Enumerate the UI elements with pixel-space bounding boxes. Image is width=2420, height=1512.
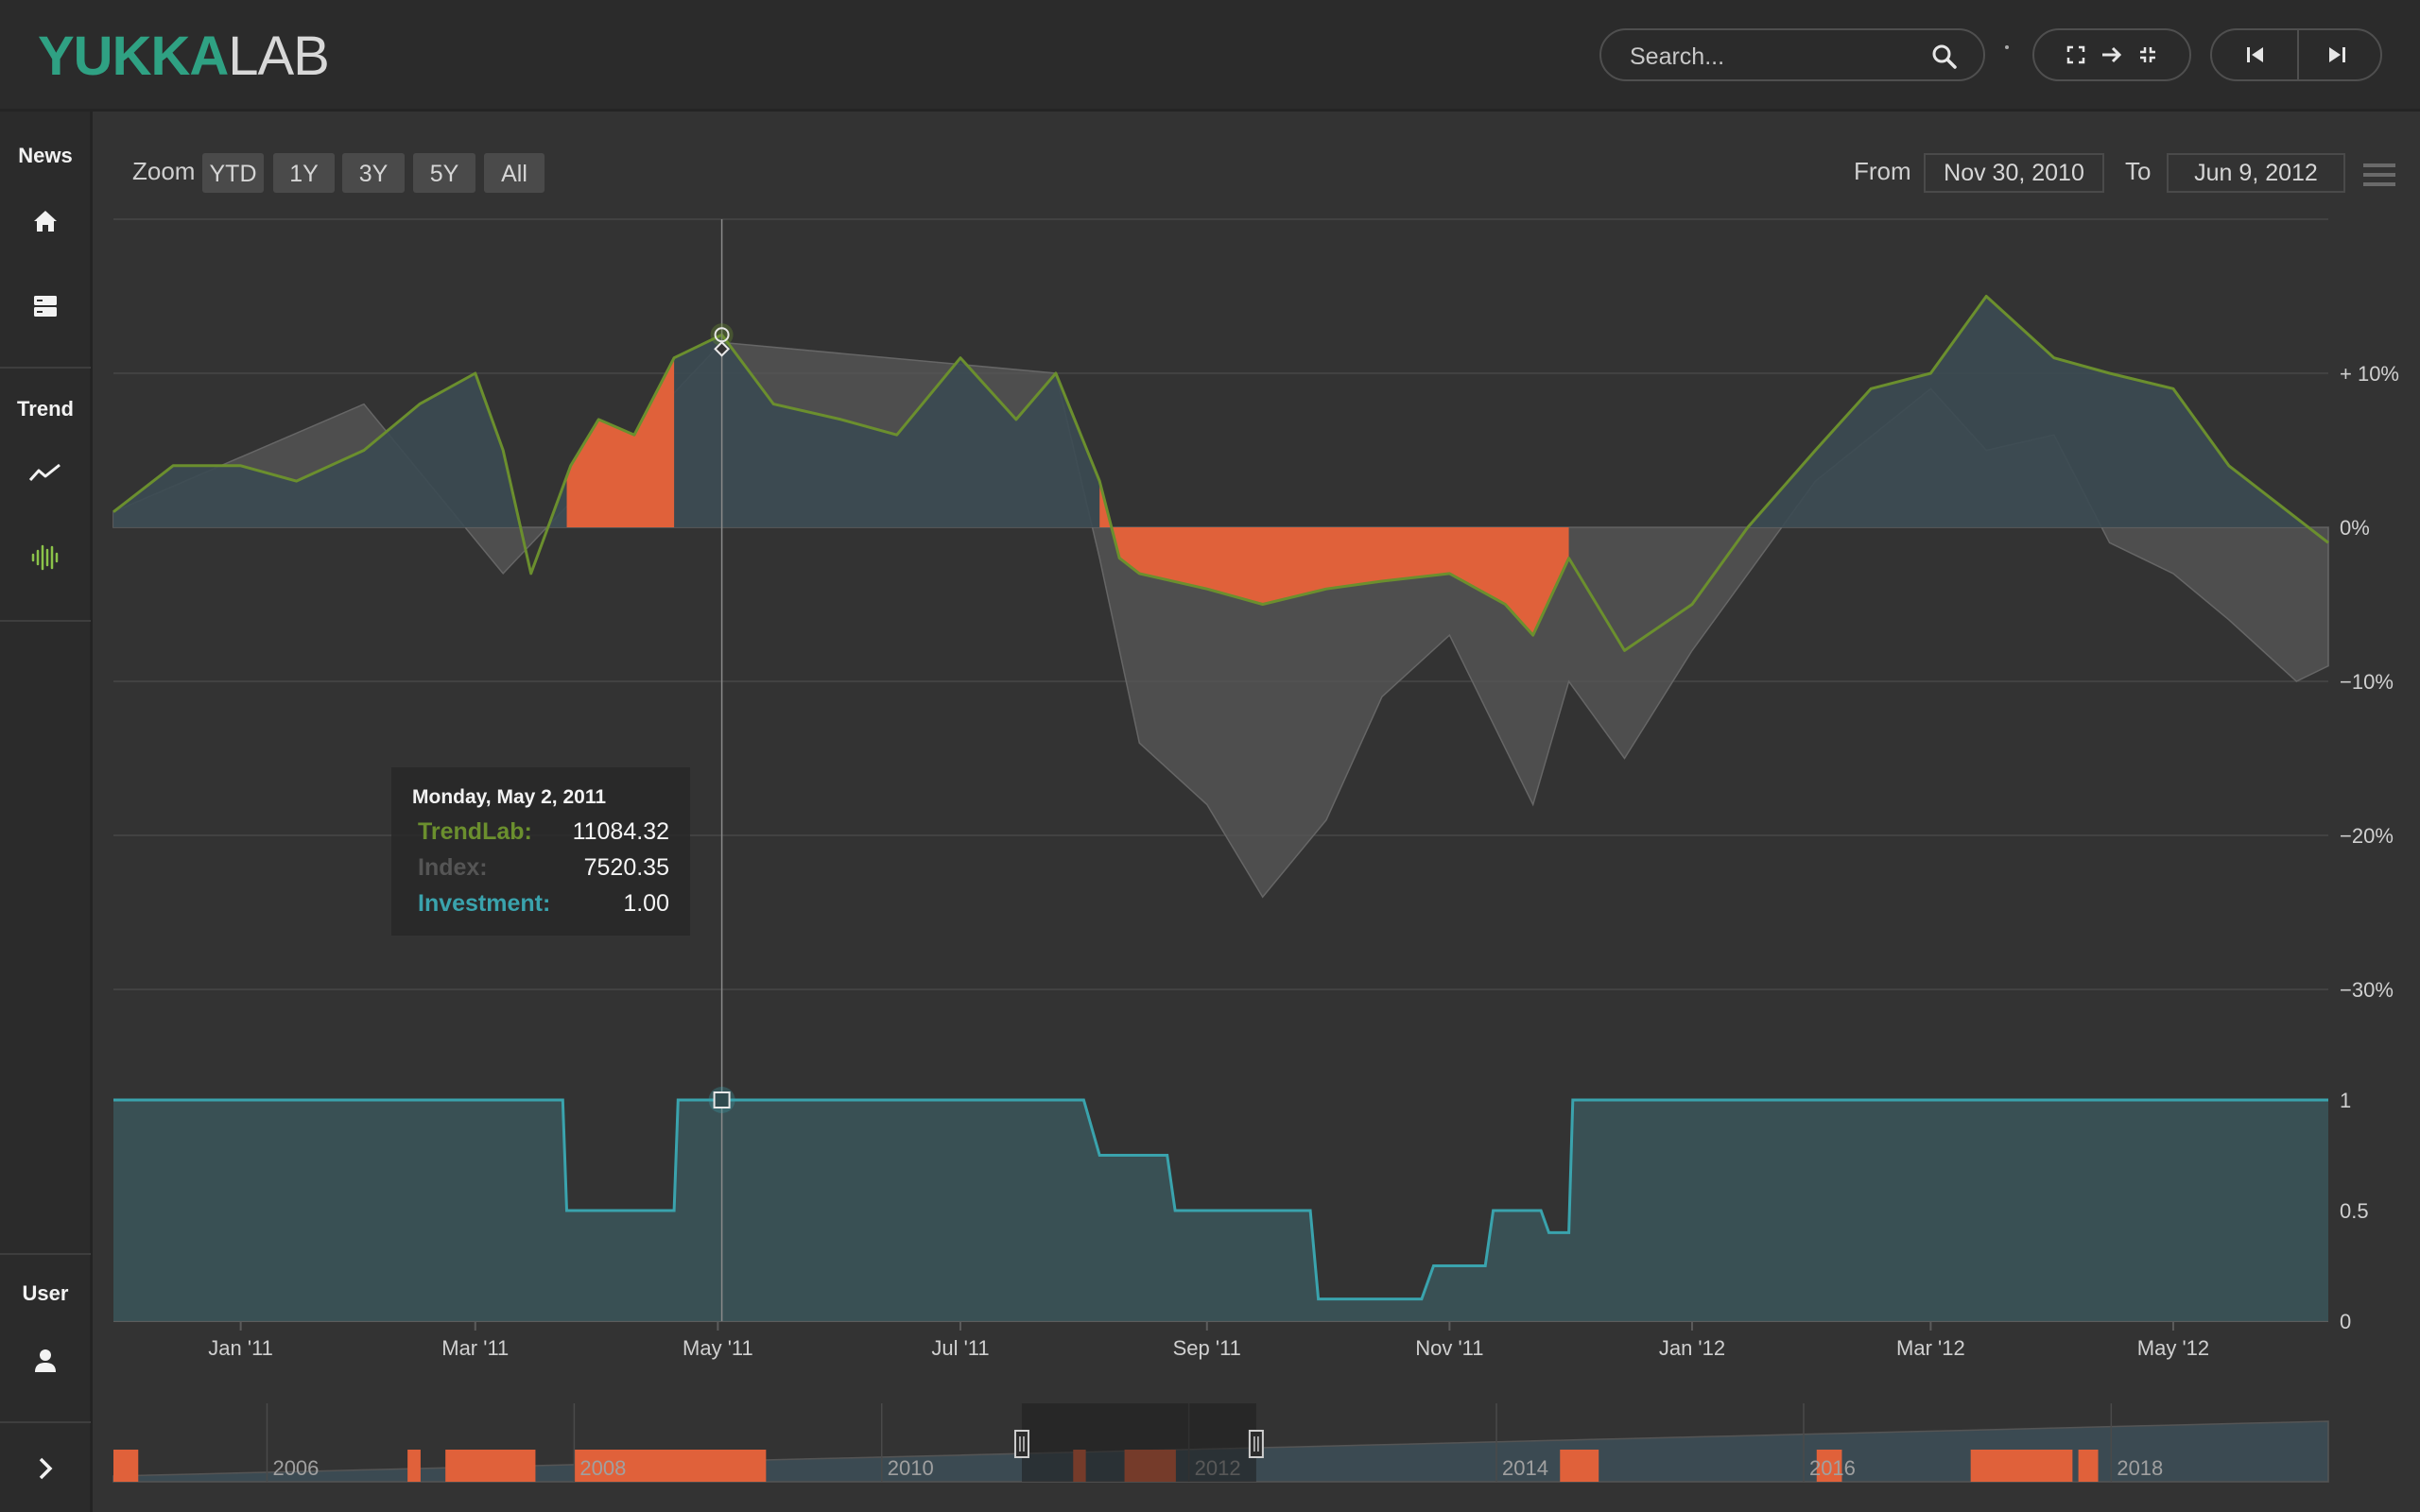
- zoom-1y-button[interactable]: 1Y: [273, 153, 335, 193]
- x-axis-label: Jan '11: [208, 1336, 273, 1360]
- navigator-year-label: 2018: [2117, 1456, 2163, 1480]
- server-icon[interactable]: [26, 287, 64, 325]
- tooltip-label: Index:: [418, 854, 488, 881]
- upper-axis-label: −30%: [2340, 978, 2394, 1002]
- tooltip-label: TrendLab:: [418, 818, 532, 845]
- lower-axis-label: 0.5: [2340, 1199, 2369, 1223]
- logo[interactable]: YUKKALAB: [38, 26, 330, 87]
- chart-tooltip: Monday, May 2, 2011 TrendLab: 11084.32 I…: [391, 767, 690, 936]
- navigator-drawdown: [407, 1450, 421, 1482]
- zoom-3y-button[interactable]: 3Y: [342, 153, 405, 193]
- sidebar-heading-trend: Trend: [17, 397, 74, 421]
- navigator-drawdown: [113, 1450, 139, 1482]
- x-axis-label: Nov '11: [1415, 1336, 1483, 1360]
- from-label: From: [1854, 157, 1911, 185]
- navigator-handle-body: [1013, 1430, 1029, 1458]
- x-axis-label: Jan '12: [1659, 1336, 1725, 1360]
- fullscreen-icon[interactable]: [2063, 42, 2089, 68]
- sidebar: News Trend User: [0, 112, 93, 1512]
- chart-menu-icon[interactable]: [2363, 161, 2395, 189]
- playback-separator: [2297, 30, 2299, 79]
- navigator-handle-body: [1248, 1430, 1264, 1458]
- sidebar-divider: [0, 620, 91, 622]
- x-axis-label: Sep '11: [1173, 1336, 1241, 1360]
- index-marker: [714, 340, 731, 357]
- x-axis-label: May '12: [2137, 1336, 2209, 1360]
- navigator-year-label: 2008: [579, 1456, 626, 1480]
- drawdown-area: [1099, 481, 1569, 636]
- sidebar-divider: [0, 1253, 91, 1255]
- upper-axis-label: −20%: [2340, 824, 2394, 848]
- skip-forward-icon[interactable]: [2324, 42, 2350, 68]
- tooltip-value: 11084.32: [572, 818, 669, 845]
- navigator-year-label: 2016: [1809, 1456, 1856, 1480]
- lower-axis-label: 0: [2340, 1310, 2351, 1333]
- navigator-drawdown: [574, 1450, 767, 1482]
- tooltip-date: Monday, May 2, 2011: [412, 786, 607, 808]
- trendlab-series-line: [112, 295, 2329, 652]
- zoom-all-button[interactable]: All: [484, 153, 544, 193]
- sidebar-heading-news: News: [18, 144, 73, 167]
- investment-marker: [713, 1091, 731, 1108]
- navigator-year-label: 2014: [1502, 1456, 1548, 1480]
- drawdown-area: [566, 357, 675, 527]
- home-icon[interactable]: [26, 202, 64, 240]
- tooltip-value: 1.00: [623, 890, 669, 917]
- x-axis-label: Jul '11: [931, 1336, 989, 1360]
- navigator-drawdown: [445, 1450, 536, 1482]
- navigator-drawdown: [1560, 1450, 1599, 1482]
- investment-series-line: [113, 1098, 2328, 1301]
- zoom-5y-button[interactable]: 5Y: [413, 153, 475, 193]
- search-box: [1599, 28, 1985, 81]
- upper-axis-label: 0%: [2340, 516, 2370, 540]
- to-date-input[interactable]: Jun 9, 2012: [2167, 153, 2345, 193]
- lower-axis-label: 1: [2340, 1089, 2351, 1112]
- sidebar-divider: [0, 1421, 91, 1423]
- logo-part-1: YUKKA: [38, 26, 229, 87]
- navigator-drawdown: [1970, 1450, 2073, 1482]
- x-axis-label: Mar '12: [1896, 1336, 1965, 1360]
- separator-dot: [2005, 45, 2009, 49]
- user-icon[interactable]: [26, 1342, 64, 1380]
- tooltip-row-investment: Investment: 1.00: [412, 890, 669, 926]
- tooltip-value: 7520.35: [583, 854, 669, 881]
- chevron-right-icon[interactable]: [26, 1450, 64, 1487]
- x-axis-label: Mar '11: [441, 1336, 509, 1360]
- zoom-label: Zoom: [132, 157, 196, 185]
- navigator-selection: [1021, 1403, 1256, 1482]
- trend-line-icon[interactable]: [26, 454, 64, 491]
- view-controls: [2032, 28, 2191, 81]
- signal-icon[interactable]: [26, 539, 64, 576]
- upper-axis-label: −10%: [2340, 670, 2394, 694]
- collapse-icon[interactable]: [2135, 42, 2161, 68]
- navigator-drawdown: [1816, 1450, 1842, 1482]
- top-bar: YUKKALAB: [0, 0, 2420, 112]
- tooltip-row-index: Index: 7520.35: [412, 854, 669, 890]
- search-icon[interactable]: [1930, 43, 1959, 71]
- navigator-handle[interactable]: [1248, 1430, 1264, 1458]
- search-input[interactable]: [1628, 40, 1934, 74]
- upper-axis-label: + 10%: [2340, 362, 2399, 386]
- tooltip-row-trendlab: TrendLab: 11084.32: [412, 818, 669, 854]
- navigator-handle[interactable]: [1013, 1430, 1029, 1458]
- sidebar-divider: [0, 367, 91, 369]
- logo-part-2: LAB: [228, 26, 330, 87]
- sidebar-heading-user: User: [22, 1281, 69, 1305]
- x-axis-label: May '11: [683, 1336, 753, 1360]
- navigator-year-label: 2006: [272, 1456, 319, 1480]
- tooltip-label: Investment:: [418, 890, 551, 917]
- arrow-right-icon[interactable]: [2099, 42, 2125, 68]
- to-label: To: [2125, 157, 2152, 185]
- skip-back-icon[interactable]: [2242, 42, 2269, 68]
- from-date-input[interactable]: Nov 30, 2010: [1924, 153, 2104, 193]
- zoom-ytd-button[interactable]: YTD: [202, 153, 264, 193]
- navigator-drawdown: [2078, 1450, 2099, 1482]
- navigator-year-label: 2010: [888, 1456, 934, 1480]
- playback-controls: [2210, 28, 2382, 81]
- trendlab-marker-halo: [710, 323, 734, 347]
